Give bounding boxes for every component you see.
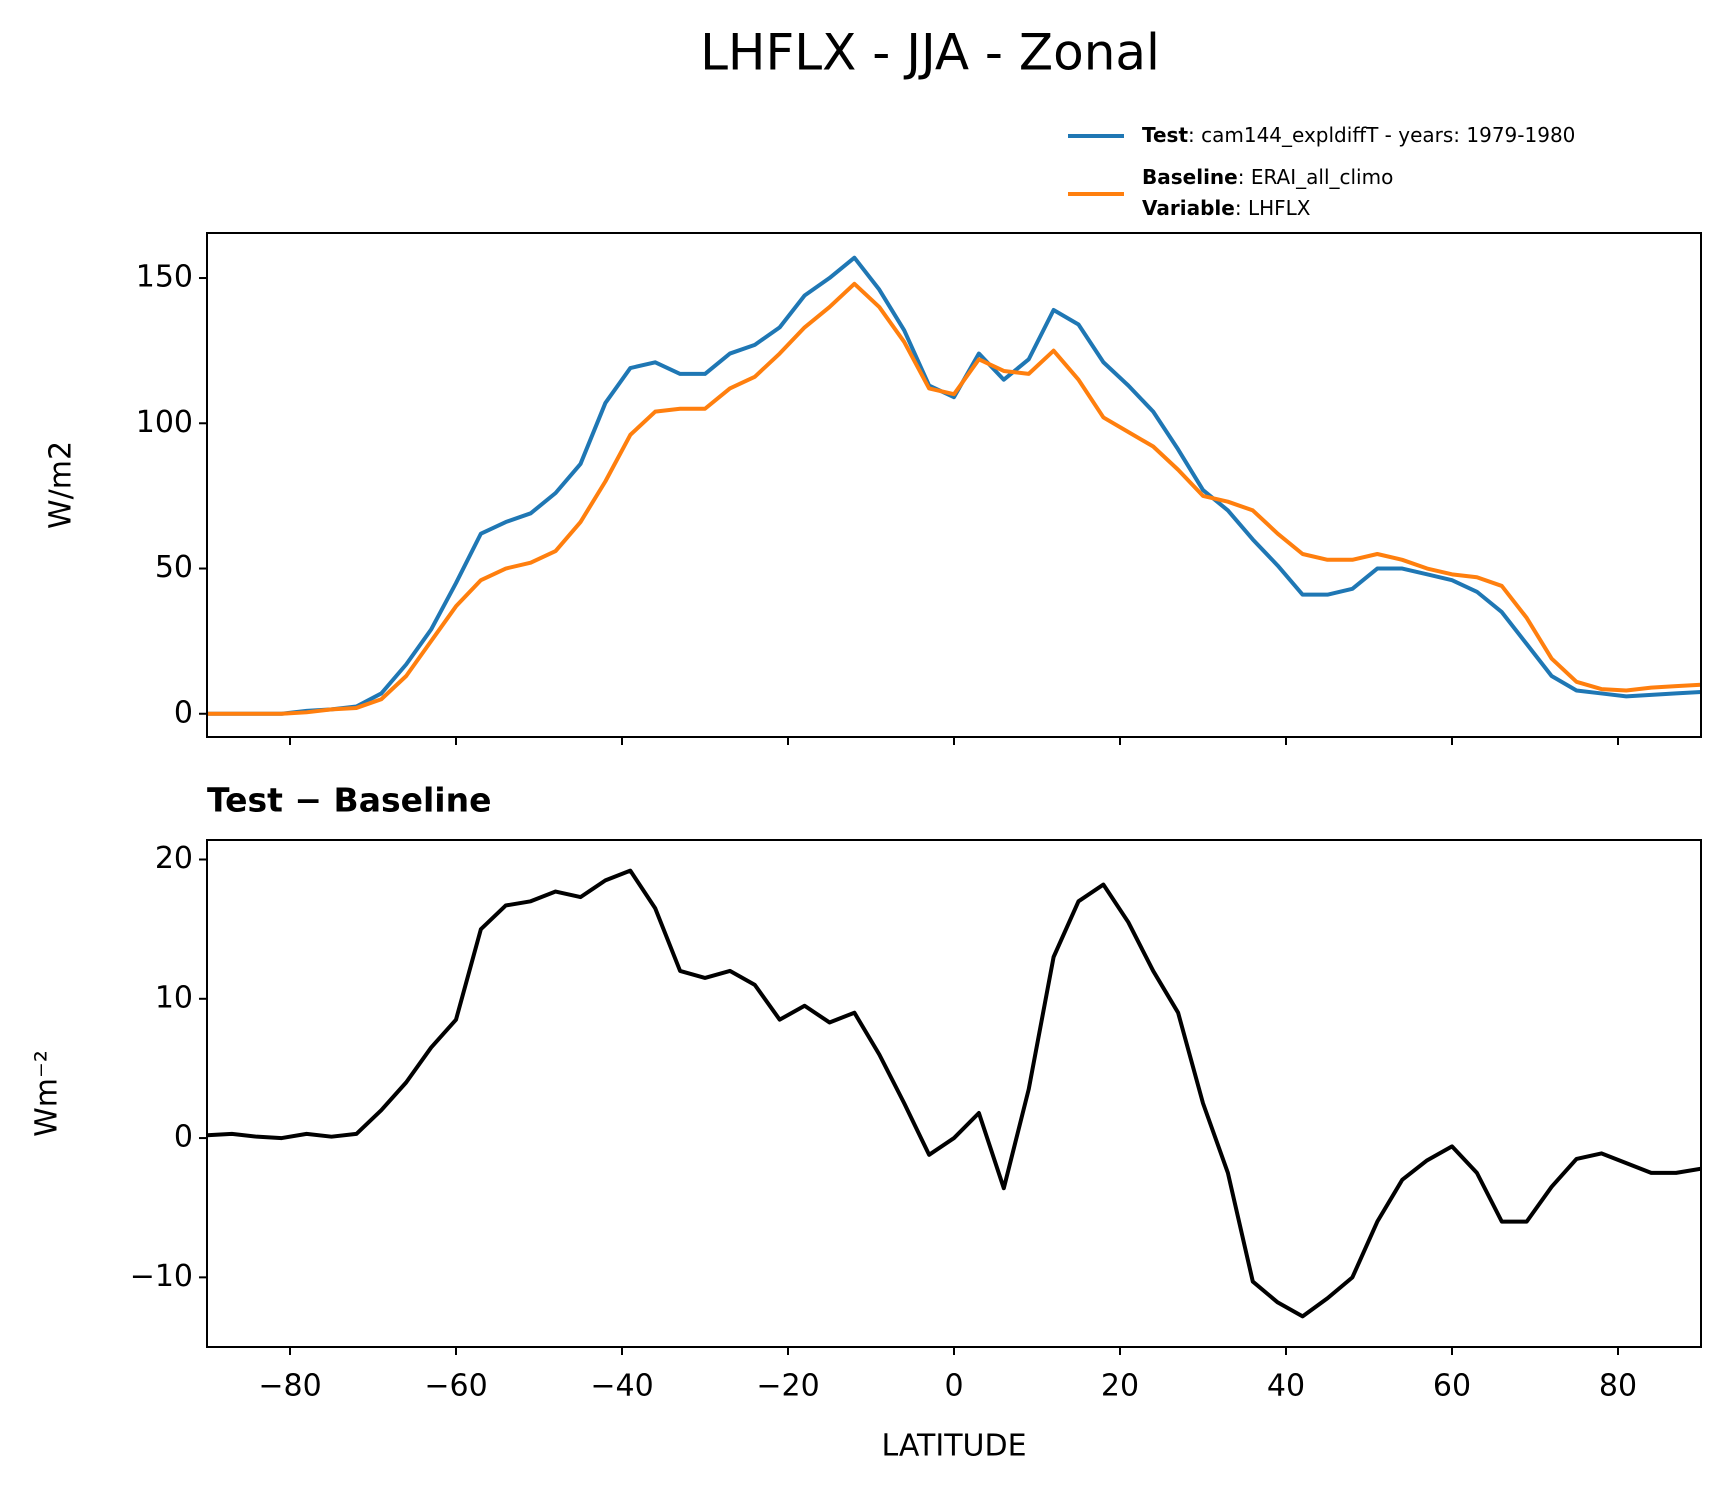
x-tick-label: 0 [944, 1369, 963, 1404]
x-tick-label: 60 [1433, 1369, 1471, 1404]
y-tick-label: 100 [136, 405, 193, 440]
subplot-title: Test − Baseline [207, 781, 492, 820]
legend-label: Test: cam144_expldiffT - years: 1979-198… [1142, 123, 1575, 147]
legend-name: Baseline [1142, 165, 1238, 189]
x-tick-label: −40 [590, 1369, 653, 1404]
y-tick-label: 50 [155, 550, 193, 585]
legend-label: Variable: LHFLX [1142, 196, 1311, 220]
x-axis-label: LATITUDE [881, 1429, 1026, 1464]
data-line [207, 868, 1701, 1319]
y-tick-label: 0 [174, 695, 193, 730]
plot-frame [206, 839, 1702, 1348]
x-tick-label: −80 [258, 1369, 321, 1404]
x-tick-label: −20 [756, 1369, 819, 1404]
y-tick-label: −10 [130, 1259, 193, 1294]
figure-title: LHFLX - JJA - Zonal [700, 24, 1160, 82]
y-tick-label: 0 [174, 1120, 193, 1155]
legend-text: : cam144_expldiffT - years: 1979-1980 [1188, 123, 1575, 147]
legend-text: : LHFLX [1235, 196, 1311, 220]
y-axis-label: W/m2 [44, 441, 79, 529]
data-line [207, 281, 1701, 716]
x-tick-label: 20 [1101, 1369, 1139, 1404]
y-tick-label: 10 [155, 980, 193, 1015]
x-tick-label: 80 [1599, 1369, 1637, 1404]
legend-name: Test [1142, 123, 1188, 147]
plot-frame [206, 232, 1702, 738]
y-tick-label: 20 [155, 841, 193, 876]
x-tick-label: 40 [1267, 1369, 1305, 1404]
legend-text: : ERAI_all_climo [1238, 165, 1394, 189]
x-tick-label: −60 [424, 1369, 487, 1404]
legend-label: Baseline: ERAI_all_climo [1142, 165, 1393, 189]
legend-name: Variable [1142, 196, 1235, 220]
y-tick-label: 150 [136, 260, 193, 295]
data-line [207, 255, 1701, 716]
y-axis-label: Wm⁻² [30, 1050, 65, 1137]
